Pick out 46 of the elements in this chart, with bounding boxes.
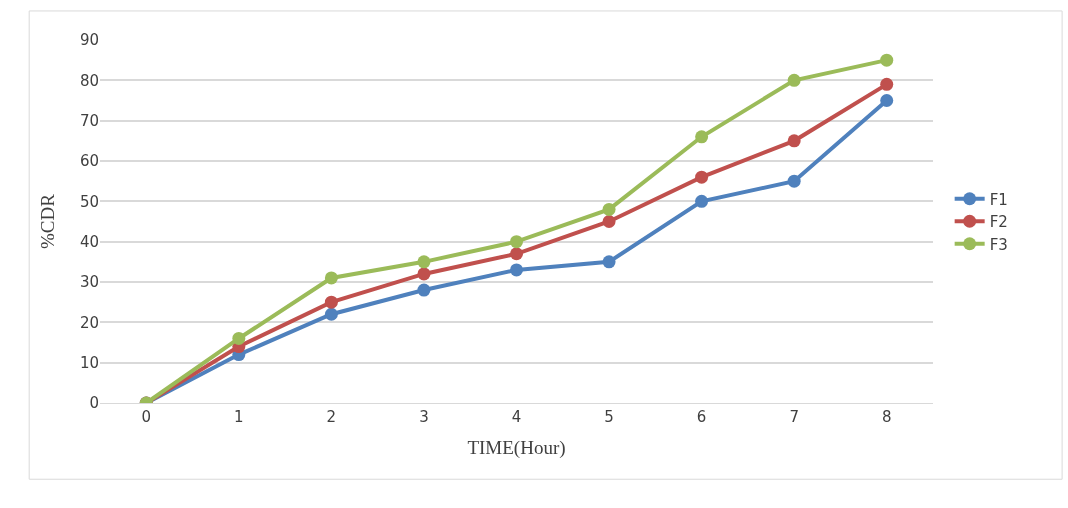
x-tick-label: 3	[419, 408, 429, 426]
x-tick-label: 8	[881, 408, 892, 426]
y-tick-label: 70	[79, 111, 99, 130]
point	[510, 247, 523, 261]
x-tick-label: 1	[234, 408, 244, 426]
point	[510, 263, 523, 277]
point	[787, 134, 801, 148]
point	[880, 77, 894, 91]
point	[324, 307, 338, 321]
y-tick-label: 50	[79, 192, 99, 211]
y-tick-label: 80	[79, 71, 99, 90]
point	[602, 255, 616, 269]
y-tick-label: 10	[79, 353, 99, 372]
x-tick-label: 0	[141, 408, 152, 426]
point	[695, 194, 709, 208]
y-tick-label: 40	[79, 232, 99, 251]
point	[417, 255, 431, 269]
point	[880, 94, 894, 107]
point	[695, 170, 709, 184]
y-axis-title: %CDR	[36, 193, 58, 249]
y-tick-label: 30	[79, 273, 99, 292]
y-tick-label: 60	[79, 152, 99, 171]
x-tick-label: 7	[789, 408, 799, 426]
point	[417, 283, 431, 297]
y-tick-label: 20	[79, 313, 99, 332]
y-tick-label: 0	[89, 394, 99, 413]
point	[787, 73, 801, 87]
point	[324, 271, 338, 285]
legend-label: F2	[989, 213, 1008, 232]
y-tick-label: 90	[79, 31, 99, 50]
point	[324, 295, 338, 309]
point	[695, 130, 709, 144]
point	[232, 331, 246, 345]
point	[880, 53, 894, 67]
x-tick-label: 6	[696, 408, 707, 426]
point	[787, 174, 801, 188]
point	[417, 267, 431, 281]
legend-label: F3	[989, 235, 1008, 254]
x-tick-label: 4	[511, 408, 522, 426]
x-tick-label: 5	[604, 408, 614, 426]
point	[510, 235, 523, 249]
x-axis-title: TIME(Hour)	[467, 436, 566, 459]
point	[602, 202, 616, 216]
legend-label: F1	[989, 190, 1008, 209]
point	[602, 215, 616, 228]
x-tick-label: 2	[326, 408, 337, 426]
